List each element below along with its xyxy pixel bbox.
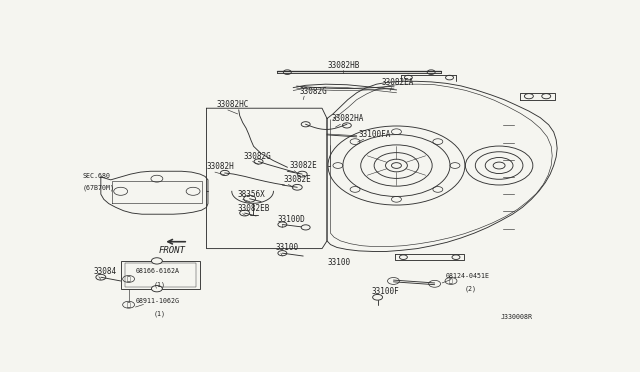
Text: (1): (1)	[154, 282, 165, 288]
Text: 08166-6162A: 08166-6162A	[136, 268, 180, 275]
Text: 33082G: 33082G	[300, 87, 327, 96]
Text: J330008R: J330008R	[500, 314, 532, 320]
Text: 33100F: 33100F	[372, 287, 399, 296]
Circle shape	[301, 225, 310, 230]
Text: Ⓑ: Ⓑ	[127, 276, 131, 282]
Text: Ⓑ: Ⓑ	[449, 278, 453, 284]
Text: 33084: 33084	[94, 267, 117, 276]
Text: 33100FA: 33100FA	[359, 129, 391, 139]
Text: 08911-1062G: 08911-1062G	[136, 298, 180, 304]
Text: 33082EA: 33082EA	[381, 78, 414, 87]
Text: 38356X: 38356X	[237, 190, 266, 199]
Text: 33100: 33100	[327, 259, 350, 267]
Text: Ⓝ: Ⓝ	[127, 302, 131, 308]
Text: 33082HC: 33082HC	[216, 100, 249, 109]
Text: 08124-0451E: 08124-0451E	[446, 273, 490, 279]
Text: 33100D: 33100D	[277, 215, 305, 224]
Text: 33082E: 33082E	[284, 174, 311, 183]
Text: (1): (1)	[154, 311, 165, 317]
FancyBboxPatch shape	[125, 263, 196, 287]
Text: 33082H: 33082H	[207, 162, 234, 171]
FancyBboxPatch shape	[121, 261, 200, 289]
Text: 33082HB: 33082HB	[327, 61, 360, 70]
Text: (67B70M): (67B70M)	[83, 184, 115, 191]
Text: SEC.680: SEC.680	[83, 173, 111, 179]
Circle shape	[152, 258, 163, 264]
Text: (2): (2)	[465, 286, 476, 292]
Text: 33082G: 33082G	[244, 152, 271, 161]
Circle shape	[152, 286, 163, 292]
Text: 33100: 33100	[276, 243, 299, 252]
Text: 33082HA: 33082HA	[332, 115, 364, 124]
Text: 33082EB: 33082EB	[237, 204, 270, 213]
Text: 33082E: 33082E	[289, 161, 317, 170]
Text: FRONT: FRONT	[158, 246, 185, 255]
